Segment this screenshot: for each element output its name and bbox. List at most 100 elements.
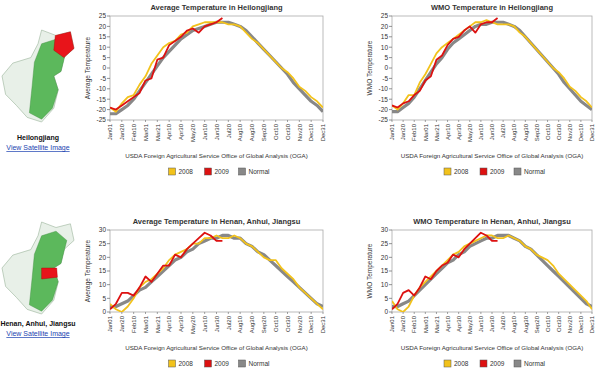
x-tick	[323, 120, 324, 122]
y-tick-label: 10	[381, 281, 389, 288]
legend-label: 2008	[179, 360, 194, 367]
x-tick	[169, 312, 170, 314]
x-tick	[392, 312, 393, 314]
y-tick-label: 0	[384, 308, 388, 315]
y-tick	[389, 284, 392, 285]
legend-label: Normal	[249, 360, 271, 367]
y-tick-label: 25	[381, 240, 389, 247]
x-tick-label: Feb10	[131, 315, 137, 333]
y-tick	[107, 68, 110, 69]
x-tick-label: Mar21	[434, 315, 440, 333]
y-tick	[107, 120, 110, 121]
x-tick	[121, 120, 122, 122]
y-tick	[107, 284, 110, 285]
series-group	[110, 233, 323, 312]
y-tick	[389, 36, 392, 37]
x-tick	[414, 120, 415, 122]
y-tick	[107, 57, 110, 58]
x-tick	[480, 312, 481, 314]
x-tick-label: May20	[467, 123, 473, 142]
x-tick-label: May20	[190, 315, 196, 334]
legend-swatch	[239, 168, 246, 175]
x-tick-label: Sep20	[261, 123, 267, 141]
x-tick	[436, 312, 437, 314]
x-tick	[536, 312, 537, 314]
legend-label: 2009	[215, 168, 230, 175]
y-tick	[389, 16, 392, 17]
y-tick	[107, 78, 110, 79]
y-tick	[107, 88, 110, 89]
x-tick	[181, 312, 182, 314]
y-tick-label: 5	[384, 295, 388, 302]
page: Average Temperature in Heilongjiang-25-2…	[0, 0, 600, 386]
legend-label: Normal	[524, 360, 546, 367]
x-tick-label: Oct30	[285, 315, 291, 332]
x-tick	[492, 120, 493, 122]
y-tick	[389, 57, 392, 58]
x-tick	[558, 120, 559, 122]
series-group	[392, 233, 592, 312]
x-tick	[216, 312, 217, 314]
x-tick-label: Mar01	[143, 315, 149, 333]
y-tick-label: 0	[384, 64, 388, 71]
series-line	[110, 233, 222, 310]
legend-label: 2008	[454, 360, 469, 367]
x-tick-label: Jul20	[226, 315, 232, 330]
x-tick	[403, 312, 404, 314]
x-tick	[480, 120, 481, 122]
x-tick	[514, 312, 515, 314]
x-tick	[299, 120, 300, 122]
legend-swatch	[480, 168, 487, 175]
x-tick-label: Oct30	[556, 315, 562, 332]
x-tick-label: Nov20	[297, 315, 303, 333]
x-tick-label: Dec10	[578, 315, 584, 333]
x-tick-label: Jul20	[500, 123, 506, 138]
chart: WMO Temperature in Heilongjiang-25-20-15…	[366, 3, 595, 175]
x-tick	[192, 120, 193, 122]
y-tick-label: 10	[99, 44, 107, 51]
x-tick	[580, 312, 581, 314]
x-tick	[275, 312, 276, 314]
y-tick-label: 5	[102, 295, 106, 302]
region-label: Heilongjiang	[17, 134, 59, 142]
y-tick-label: 0	[102, 308, 106, 315]
series-line	[110, 18, 222, 110]
x-tick	[525, 120, 526, 122]
x-tick-label: Apr30	[456, 315, 462, 332]
x-tick-label: Jan01	[107, 315, 113, 332]
x-tick-label: Jul20	[500, 315, 506, 330]
y-tick-label: 15	[99, 267, 107, 274]
series-line	[392, 18, 498, 107]
x-tick	[287, 312, 288, 314]
x-tick-label: Mar21	[155, 123, 161, 141]
legend-label: 2008	[179, 168, 194, 175]
x-tick	[403, 120, 404, 122]
x-tick	[514, 120, 515, 122]
x-tick-label: Jun30	[214, 315, 220, 332]
y-tick-label: 0	[102, 64, 106, 71]
y-tick-label: 20	[99, 23, 107, 30]
x-tick-label: Nov20	[567, 123, 573, 141]
x-tick	[425, 120, 426, 122]
x-tick	[157, 120, 158, 122]
x-tick	[299, 312, 300, 314]
background	[0, 0, 600, 386]
satellite-link[interactable]: View Satellite Image	[6, 330, 69, 338]
x-tick-label: Oct10	[273, 315, 279, 332]
x-tick	[311, 120, 312, 122]
legend-swatch	[169, 360, 176, 367]
y-tick-label: 20	[381, 254, 389, 261]
series-line	[392, 235, 592, 312]
x-tick	[145, 312, 146, 314]
legend-label: 2009	[215, 360, 230, 367]
x-tick	[121, 312, 122, 314]
chart: Average Temperature in Henan, Anhui, Jia…	[84, 217, 326, 367]
x-tick	[592, 312, 593, 314]
series-group	[392, 18, 592, 112]
x-tick-label: Jan20	[119, 123, 125, 140]
y-tick	[107, 99, 110, 100]
satellite-link[interactable]: View Satellite Image	[6, 144, 69, 152]
x-tick-label: Feb10	[411, 123, 417, 141]
x-tick	[569, 312, 570, 314]
region-thumbnail: Heilongjiang View Satellite Image	[2, 30, 74, 152]
